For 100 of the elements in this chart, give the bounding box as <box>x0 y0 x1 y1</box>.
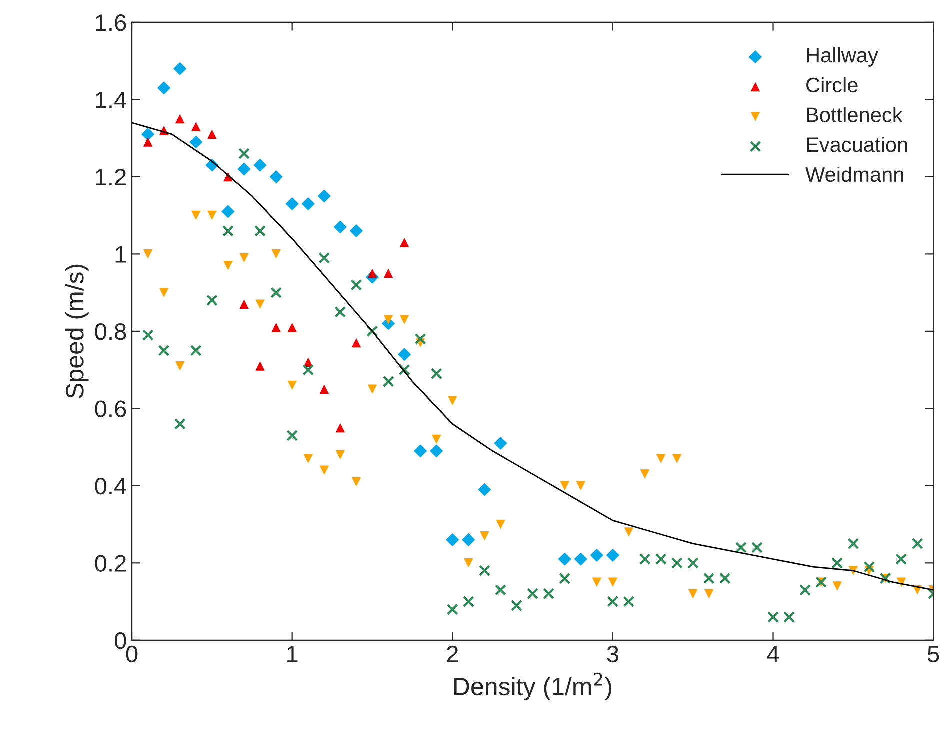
point <box>576 481 586 491</box>
point <box>464 558 474 568</box>
point <box>143 138 153 147</box>
point <box>480 531 490 541</box>
point <box>671 557 683 569</box>
point <box>240 253 249 263</box>
point <box>606 548 620 562</box>
point <box>254 225 266 237</box>
point <box>478 483 492 496</box>
point <box>206 294 218 306</box>
point <box>175 362 185 371</box>
x-tick-label: 5 <box>928 646 940 663</box>
point <box>672 454 682 464</box>
point <box>141 128 155 142</box>
point <box>350 224 364 238</box>
point <box>494 436 508 450</box>
point <box>190 344 202 357</box>
point <box>302 197 315 211</box>
point <box>543 588 555 600</box>
y-tick-label: 0 <box>114 632 126 650</box>
point <box>864 561 876 573</box>
point <box>527 588 539 600</box>
point <box>896 554 908 566</box>
point <box>800 584 812 596</box>
point <box>240 300 249 310</box>
point <box>224 261 233 270</box>
x-tick-label: 4 <box>767 646 780 662</box>
point <box>159 288 169 298</box>
point <box>655 554 667 566</box>
point <box>592 578 602 588</box>
point <box>157 82 171 95</box>
point <box>559 572 571 584</box>
y-tick-label: 0.2 <box>95 555 126 572</box>
legend-label: Evacuation <box>807 136 908 152</box>
point <box>607 596 619 608</box>
point <box>142 330 154 342</box>
point <box>272 250 281 259</box>
point <box>208 130 217 140</box>
point <box>288 322 297 332</box>
line-series <box>132 122 934 591</box>
x-tick-label: 2 <box>447 646 458 662</box>
point <box>350 279 362 291</box>
point <box>430 368 442 380</box>
y-tick-label: 0.8 <box>95 324 126 340</box>
point <box>400 315 410 325</box>
point <box>640 470 650 479</box>
point <box>382 376 394 388</box>
point <box>751 542 763 554</box>
point <box>735 542 747 554</box>
point <box>304 454 314 464</box>
point <box>352 477 362 487</box>
x-tick-label: 0 <box>126 646 138 663</box>
point <box>704 589 714 599</box>
point <box>320 384 330 394</box>
point <box>286 197 299 211</box>
point <box>848 538 860 550</box>
point <box>400 238 410 248</box>
point <box>334 220 348 234</box>
point <box>688 589 698 599</box>
point <box>254 158 267 172</box>
point <box>494 584 506 596</box>
point <box>208 210 217 220</box>
y-tick-label: 1 <box>116 246 126 263</box>
point <box>174 418 186 430</box>
point <box>336 423 346 433</box>
point <box>336 450 346 460</box>
point <box>366 326 378 338</box>
point <box>574 552 588 566</box>
y-tick-label: 1.2 <box>96 169 126 186</box>
point <box>448 396 458 406</box>
point <box>286 430 298 442</box>
point <box>496 520 506 530</box>
point <box>175 114 185 124</box>
y-tick-label: 1.4 <box>96 92 126 108</box>
point <box>510 600 523 612</box>
point <box>398 348 412 362</box>
point <box>656 454 666 464</box>
point <box>288 380 297 390</box>
point <box>414 333 426 345</box>
point <box>238 162 251 176</box>
point <box>608 578 618 588</box>
point <box>174 62 187 76</box>
point <box>320 466 330 476</box>
point <box>238 148 250 160</box>
point <box>222 225 234 237</box>
y-tick-label: 0.4 <box>95 478 126 495</box>
x-tick-label: 3 <box>607 646 618 663</box>
y-tick-label: 0.6 <box>95 400 126 418</box>
point <box>270 287 282 299</box>
point <box>432 434 442 444</box>
point <box>368 384 378 394</box>
point <box>143 250 153 259</box>
point <box>256 362 265 371</box>
legend-label: Bottleneck <box>807 107 903 122</box>
point <box>912 538 924 550</box>
point <box>384 268 394 278</box>
point <box>703 572 715 584</box>
point <box>560 481 570 491</box>
point <box>784 611 796 623</box>
point <box>191 122 201 132</box>
